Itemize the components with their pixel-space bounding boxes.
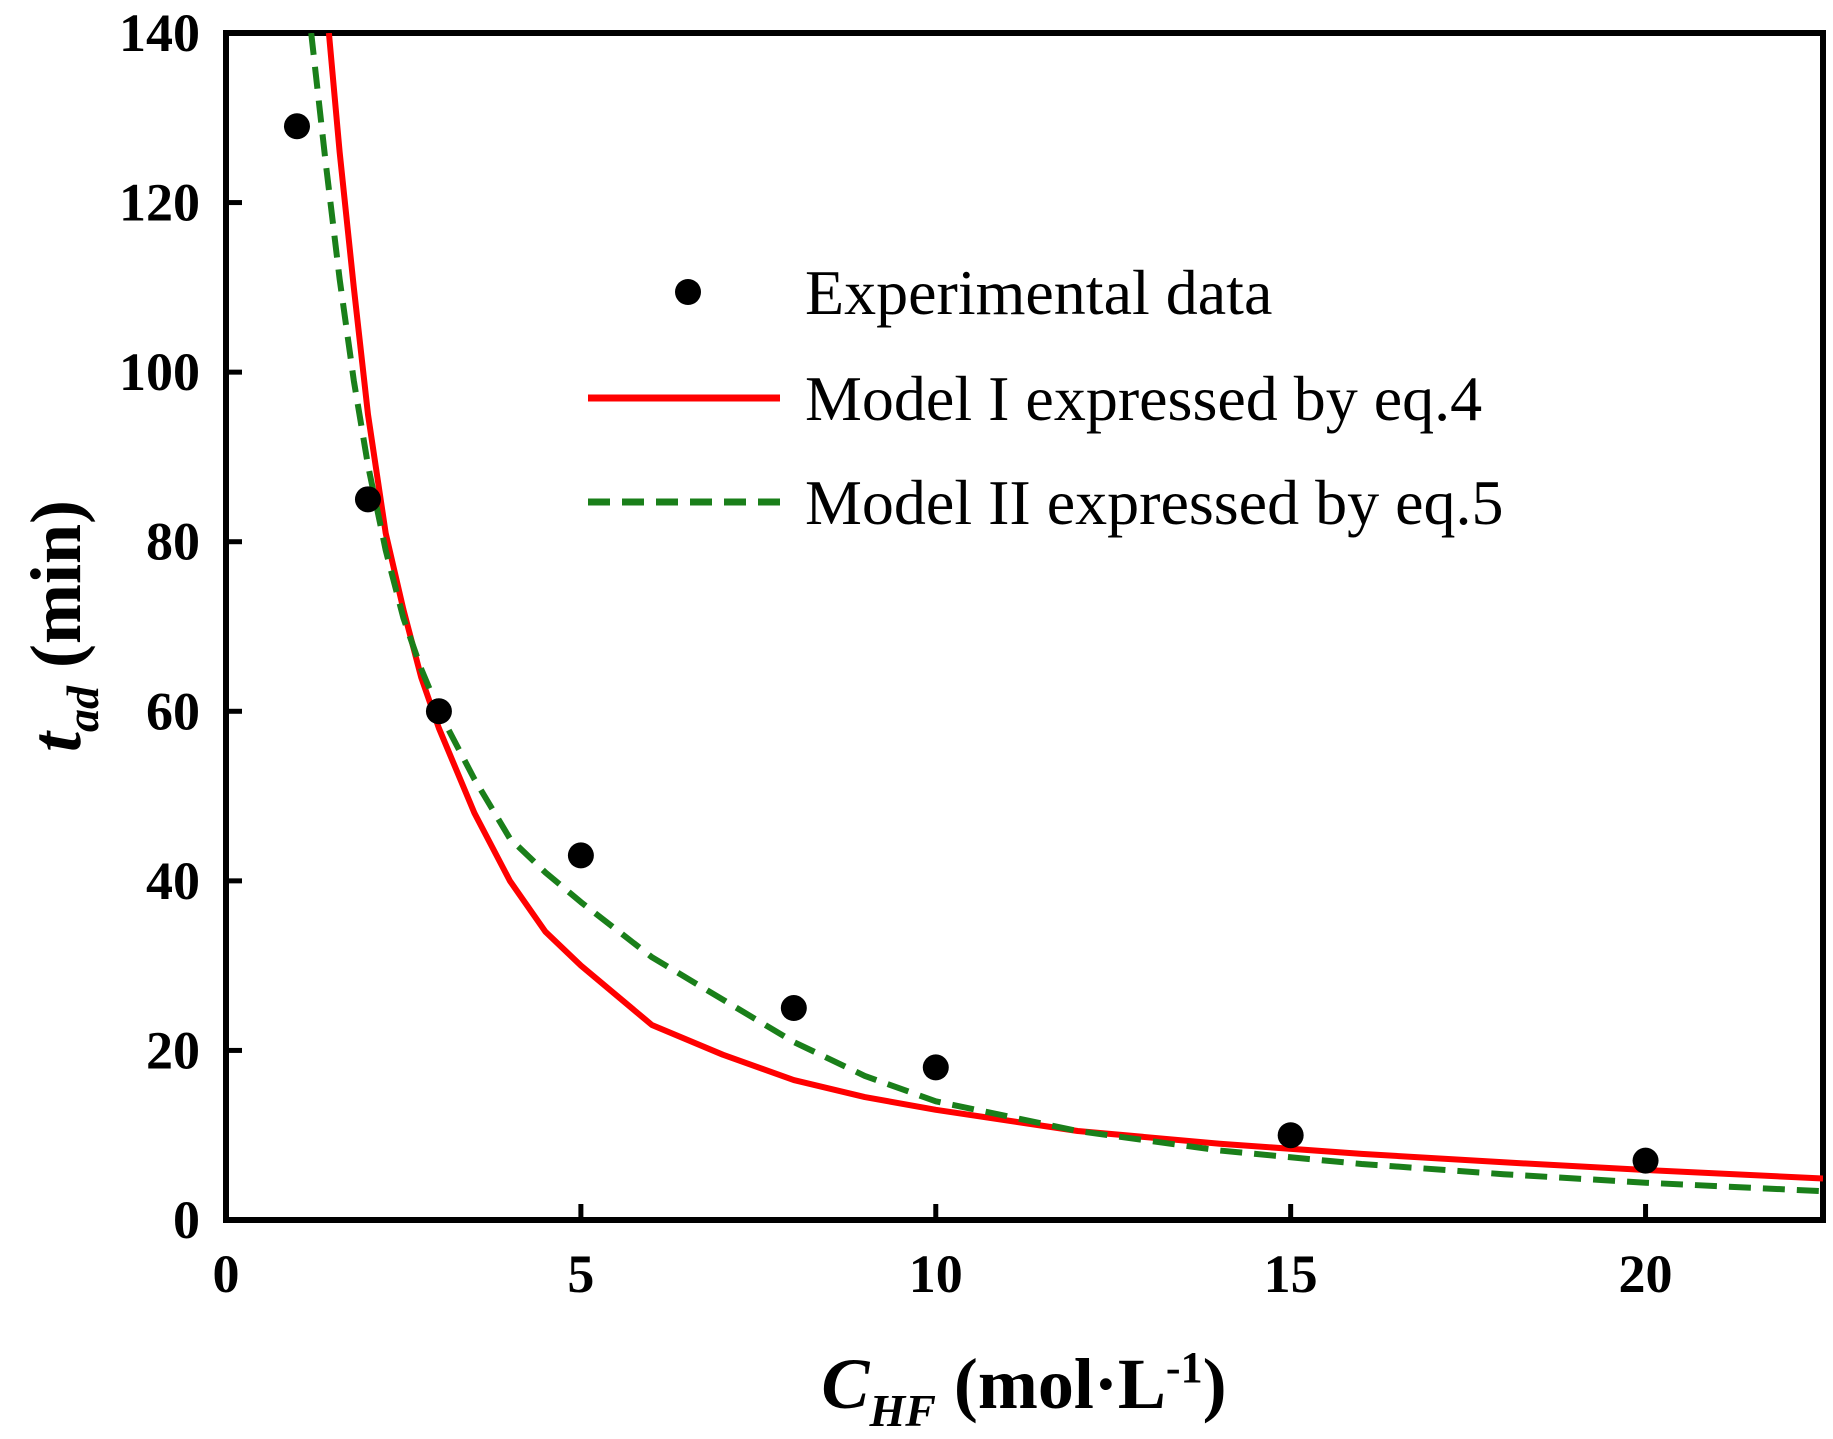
experimental-data-point xyxy=(425,698,452,725)
x-axis-title-unit-exponent: -1 xyxy=(1166,1343,1203,1392)
series-layer xyxy=(283,33,1823,1195)
x-axis-title-subscript: HF xyxy=(868,1385,935,1436)
y-tick-label: 0 xyxy=(173,1190,200,1250)
x-axis-title-unit: (mol·L xyxy=(936,1344,1166,1424)
x-axis-title-unit-close: ) xyxy=(1203,1344,1227,1424)
y-tick-label: 120 xyxy=(119,173,200,233)
x-tick-label: 10 xyxy=(909,1244,963,1304)
y-tick-label: 20 xyxy=(146,1020,200,1080)
y-tick-label: 80 xyxy=(146,512,200,572)
x-axis-title: CHF (mol·L-1) xyxy=(821,1343,1226,1436)
x-axis-title-symbol: C xyxy=(821,1344,870,1424)
y-tick-label: 60 xyxy=(146,681,200,741)
experimental-data-point xyxy=(354,486,381,513)
y-tick-label: 100 xyxy=(119,342,200,402)
x-tick-label: 0 xyxy=(213,1244,240,1304)
legend-marker-experimental xyxy=(675,279,701,305)
y-axis-ticks: 0 20 40 60 80 100 120 140 xyxy=(119,3,242,1250)
y-tick-label: 140 xyxy=(119,3,200,63)
experimental-data-point xyxy=(283,113,310,140)
legend-label-model-1: Model I expressed by eq.4 xyxy=(805,363,1482,434)
legend: Experimental data Model I expressed by e… xyxy=(588,257,1503,538)
model-1-curve xyxy=(325,33,1823,1182)
x-tick-label: 20 xyxy=(1619,1244,1673,1304)
experimental-data-point xyxy=(1277,1122,1304,1149)
experimental-data-point xyxy=(567,842,594,869)
experimental-data-point xyxy=(1632,1147,1659,1174)
x-tick-label: 15 xyxy=(1264,1244,1318,1304)
legend-label-experimental: Experimental data xyxy=(805,257,1272,328)
experimental-data-point xyxy=(922,1054,949,1081)
y-tick-label: 40 xyxy=(146,851,200,911)
legend-label-model-2: Model II expressed by eq.5 xyxy=(805,467,1503,538)
plot-frame xyxy=(223,30,1826,1223)
experimental-data-point xyxy=(780,995,807,1022)
x-axis-ticks: 0 5 10 15 20 xyxy=(213,1204,1673,1304)
y-axis-title-unit: (min) xyxy=(16,500,96,686)
x-tick-label: 5 xyxy=(567,1244,594,1304)
y-axis-title: tad (min) xyxy=(16,500,108,752)
y-axis-title-symbol: t xyxy=(16,730,96,752)
y-axis-title-subscript: ad xyxy=(57,685,108,732)
model-2-curve xyxy=(308,33,1823,1195)
